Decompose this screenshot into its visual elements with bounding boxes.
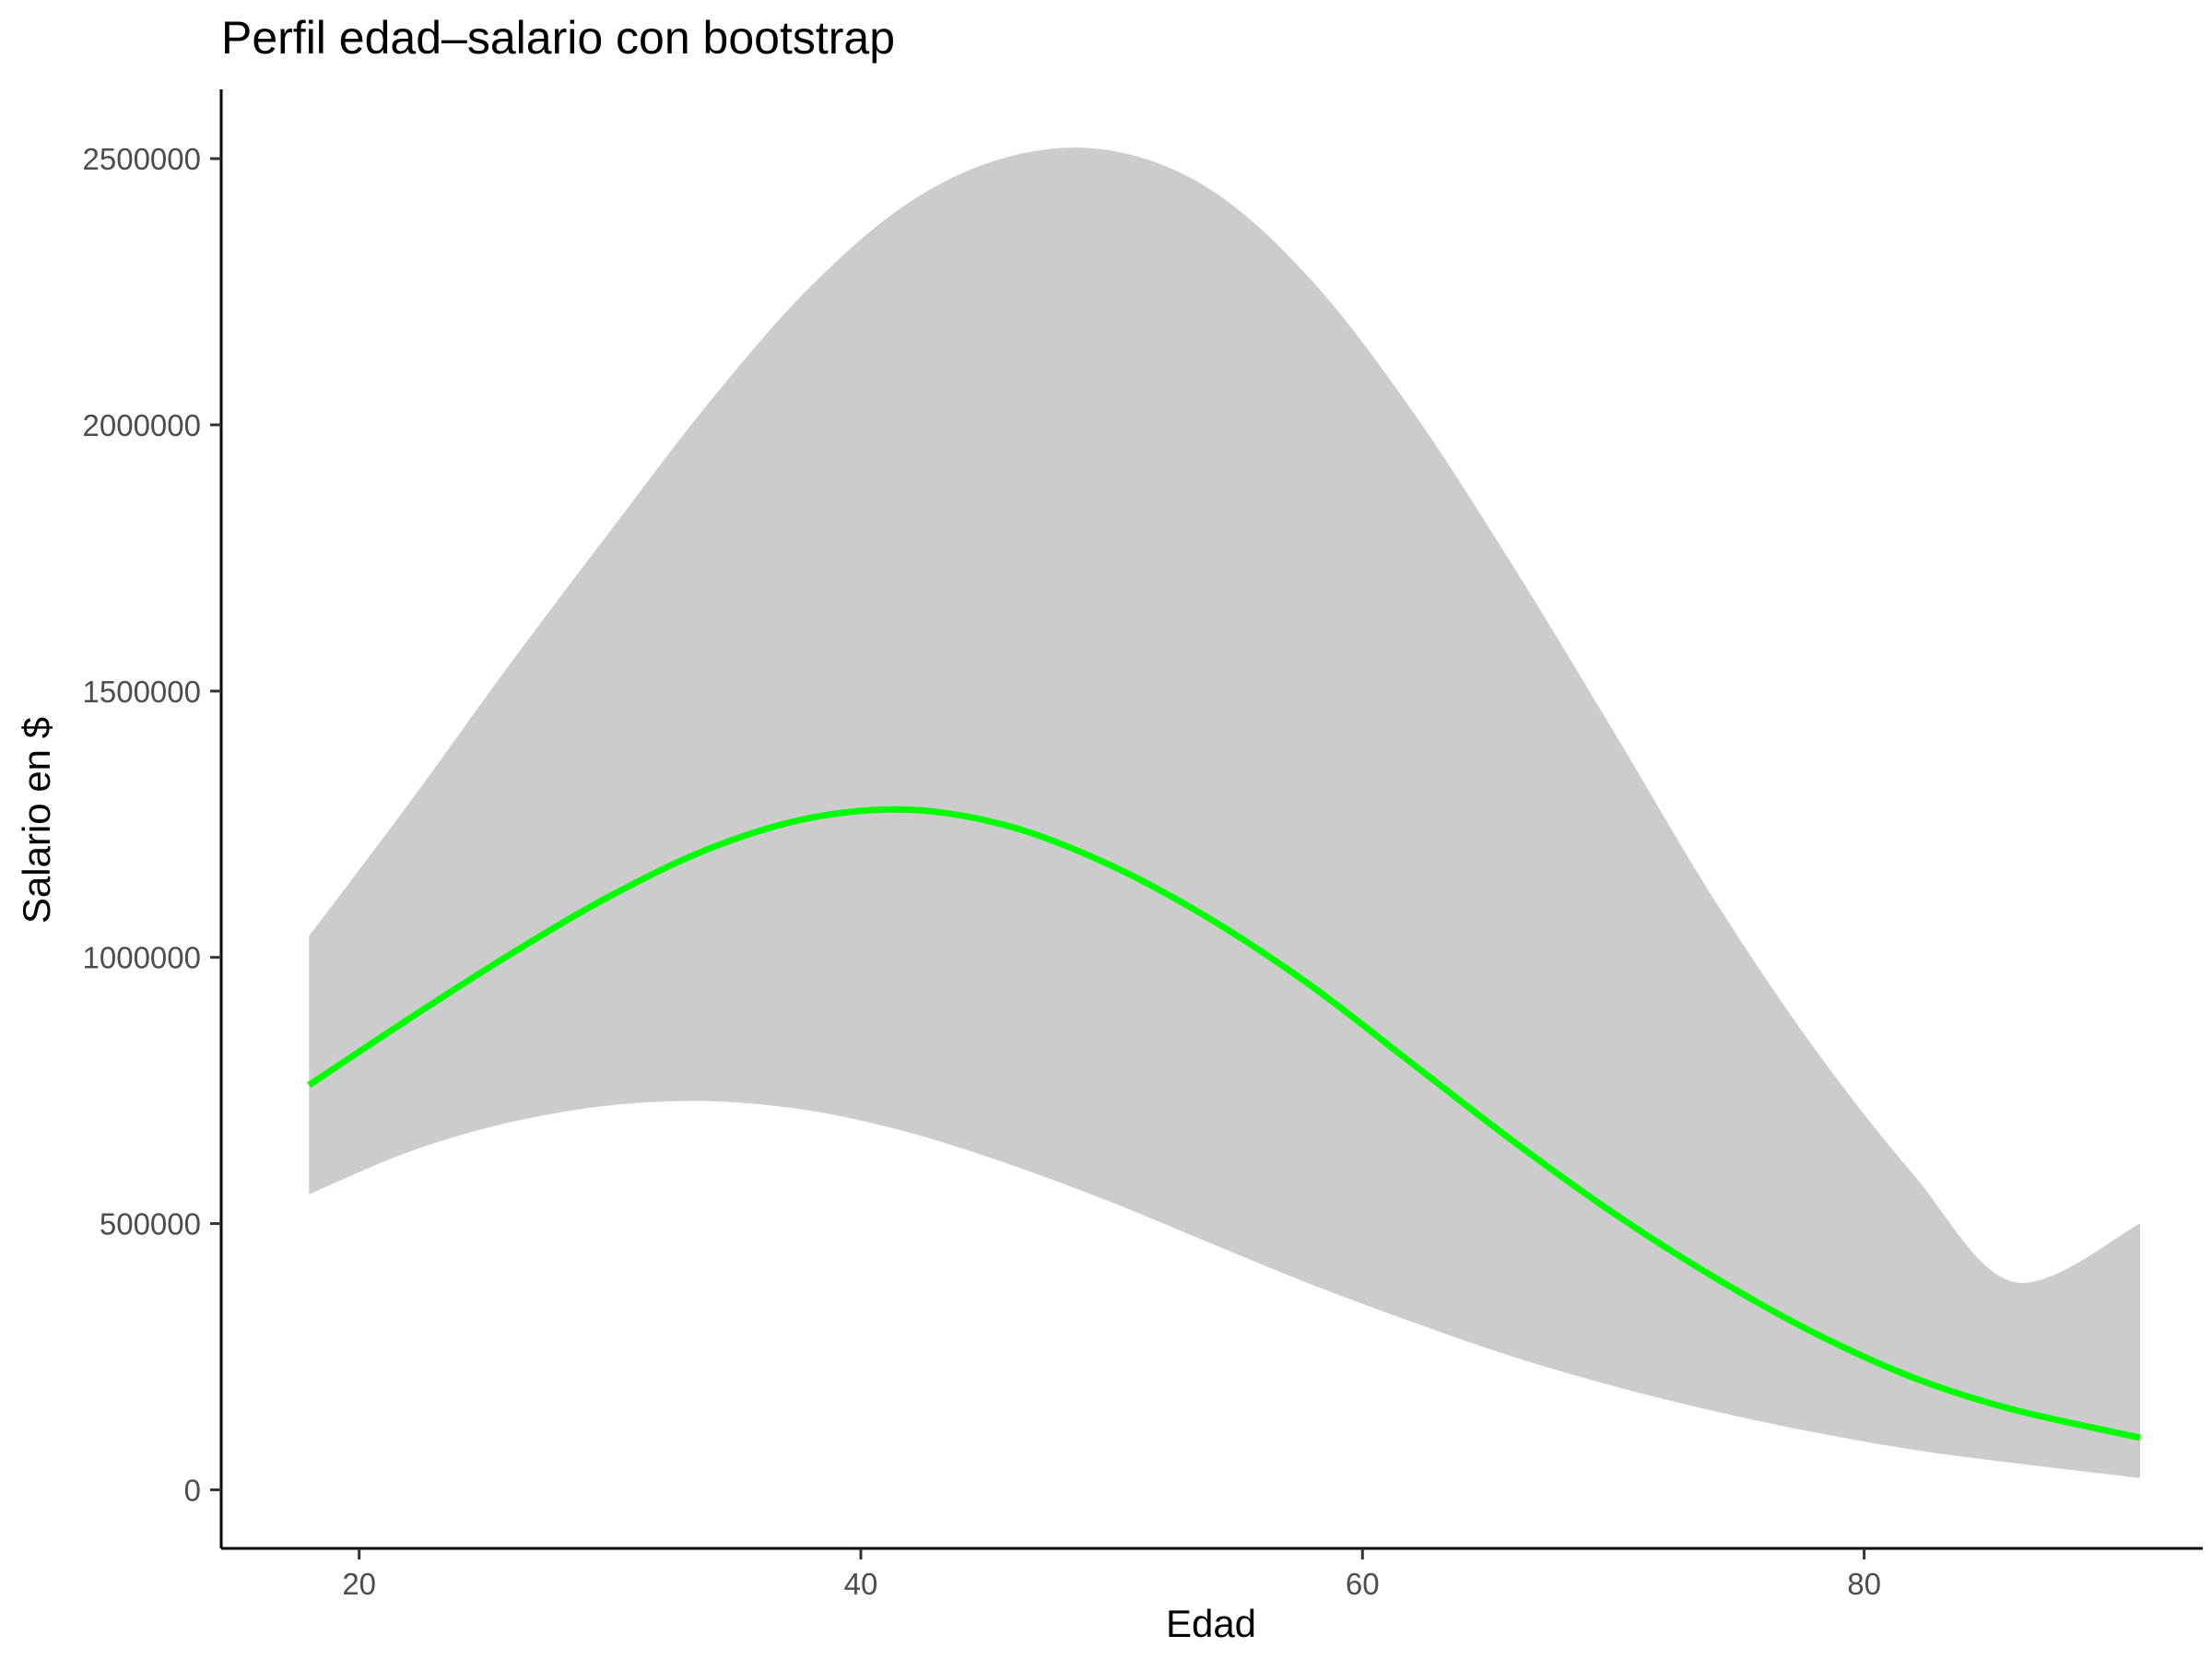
chart-title: Perfil edad–salario con bootstrap — [221, 12, 895, 64]
x-tick-label: 20 — [342, 1567, 376, 1601]
x-tick-label: 60 — [1346, 1567, 1380, 1601]
y-tick-label: 2000000 — [83, 408, 201, 442]
y-tick-label: 2500000 — [83, 142, 201, 176]
estimate-line-layer — [307, 806, 2141, 1441]
y-tick-label: 0 — [184, 1473, 201, 1507]
x-tick-label: 40 — [844, 1567, 878, 1601]
x-tick-label: 80 — [1847, 1567, 1881, 1601]
ticks-layer: 20 40 60 80 0 500000 1000000 1500000 2000000 2500… — [83, 142, 1881, 1601]
y-tick-label: 1500000 — [83, 675, 201, 709]
y-tick-label: 1000000 — [83, 941, 201, 975]
y-tick-label: 500000 — [100, 1207, 201, 1241]
x-axis-title: Edad — [1166, 1602, 1256, 1645]
estimate-line — [307, 806, 2141, 1441]
axes-layer — [219, 89, 2203, 1550]
bootstrap-confidence-band — [309, 147, 2140, 1478]
y-axis-title: Salario en $ — [15, 717, 58, 924]
confidence-band-layer — [309, 147, 2140, 1478]
